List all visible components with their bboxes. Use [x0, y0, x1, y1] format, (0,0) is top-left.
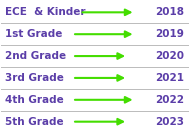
Text: 2023: 2023 — [155, 117, 184, 127]
Text: 2nd Grade: 2nd Grade — [5, 51, 66, 61]
Text: ECE  & Kinder: ECE & Kinder — [5, 7, 86, 17]
Text: 2020: 2020 — [155, 51, 184, 61]
Text: 5th Grade: 5th Grade — [5, 117, 64, 127]
Text: 2018: 2018 — [155, 7, 184, 17]
Text: 2021: 2021 — [155, 73, 184, 83]
Text: 3rd Grade: 3rd Grade — [5, 73, 64, 83]
Text: 4th Grade: 4th Grade — [5, 95, 64, 105]
Text: 2022: 2022 — [155, 95, 184, 105]
Text: 1st Grade: 1st Grade — [5, 29, 63, 39]
Text: 2019: 2019 — [155, 29, 184, 39]
